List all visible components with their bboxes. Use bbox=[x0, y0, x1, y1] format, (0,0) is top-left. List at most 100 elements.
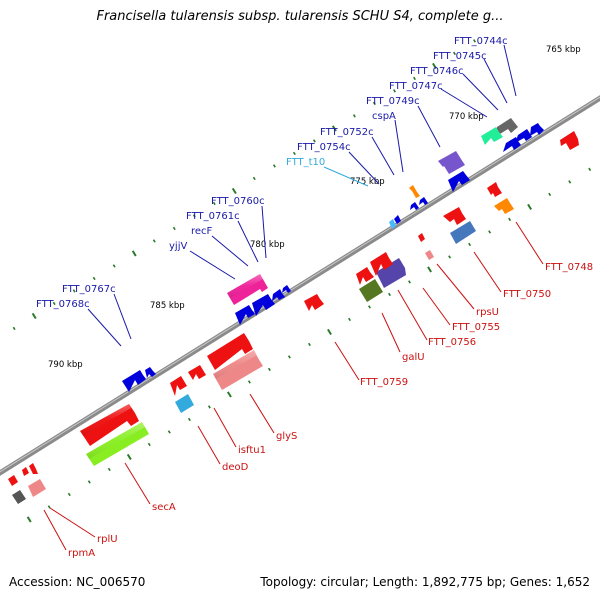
feature-ftt0748[interactable] bbox=[494, 198, 514, 214]
label-ftt0761c[interactable]: FTT_0761c bbox=[186, 211, 240, 222]
label-ftt0756[interactable]: FTT_0756 bbox=[428, 337, 476, 348]
feature-ftt0749c[interactable] bbox=[481, 127, 503, 145]
tick-mark bbox=[152, 239, 156, 243]
tick-mark bbox=[247, 380, 251, 384]
feature-ftt0752c-b[interactable] bbox=[448, 171, 470, 192]
feature-cspa-a[interactable] bbox=[410, 202, 419, 210]
label-ftt0744c[interactable]: FTT_0744c bbox=[454, 36, 508, 47]
tick-mark bbox=[488, 230, 492, 234]
label-galu[interactable]: galU bbox=[402, 352, 425, 363]
label-ftt0748[interactable]: FTT_0748 bbox=[545, 262, 593, 273]
feature-yjjv-b[interactable] bbox=[235, 305, 255, 325]
tick-mark bbox=[388, 292, 391, 297]
feature-rplu[interactable] bbox=[28, 479, 46, 497]
label-recf[interactable]: recF bbox=[191, 226, 213, 237]
tick-mark bbox=[308, 342, 311, 347]
feature-rplu-a[interactable] bbox=[29, 463, 38, 474]
leader-rpsu bbox=[436, 263, 475, 310]
leader-rpma bbox=[43, 509, 67, 551]
tick-mark bbox=[352, 114, 356, 118]
tick-mark bbox=[192, 214, 196, 218]
tick-mark bbox=[588, 167, 592, 172]
tick-mark bbox=[413, 76, 416, 81]
label-ftt0752c[interactable]: FTT_0752c bbox=[320, 127, 374, 138]
feature-ftt0744c[interactable] bbox=[530, 123, 544, 136]
tick-mark bbox=[331, 125, 337, 132]
feature-glys[interactable] bbox=[213, 350, 263, 390]
feature-rpsu-a[interactable] bbox=[418, 233, 425, 242]
feature-isftu1-b[interactable] bbox=[170, 376, 187, 396]
feature-ftt0755[interactable] bbox=[376, 258, 406, 288]
feature-rpsu[interactable] bbox=[425, 250, 434, 260]
tick-mark bbox=[427, 266, 432, 273]
feature-ftt0747c[interactable] bbox=[495, 118, 518, 137]
feature-ftt0767c[interactable] bbox=[145, 367, 156, 378]
feature-cspa-b[interactable] bbox=[419, 197, 428, 205]
feature-ftt0754c[interactable] bbox=[409, 185, 420, 198]
feature-unlabeled-minus-b[interactable] bbox=[487, 182, 502, 197]
genome-summary: Topology: circular; Length: 1,892,775 bp… bbox=[260, 575, 590, 589]
label-isftu1[interactable]: isftu1 bbox=[238, 445, 266, 456]
label-ftt0754c[interactable]: FTT_0754c bbox=[297, 142, 351, 153]
label-ftt0745c[interactable]: FTT_0745c bbox=[433, 51, 487, 62]
label-ftt0755[interactable]: FTT_0755 bbox=[452, 322, 500, 333]
map-title: Francisella tularensis subsp. tularensis… bbox=[96, 9, 504, 24]
leader-ftt0768c bbox=[87, 308, 122, 347]
label-ftt0749c[interactable]: FTT_0749c bbox=[366, 96, 420, 107]
label-ftt0746c[interactable]: FTT_0746c bbox=[410, 66, 464, 77]
feature-deod[interactable] bbox=[80, 404, 139, 446]
label-ftt-t10[interactable]: FTT_t10 bbox=[286, 157, 325, 168]
tick-mark bbox=[26, 516, 32, 523]
tick-mark bbox=[348, 317, 351, 322]
feature-ftt-t10[interactable] bbox=[389, 219, 396, 229]
label-seca[interactable]: secA bbox=[152, 502, 176, 513]
leader-ftt0746c bbox=[462, 73, 499, 111]
label-ftt0767c[interactable]: FTT_0767c bbox=[62, 284, 116, 295]
feature-ftt0750-a[interactable] bbox=[443, 207, 466, 225]
label-ftt0747c[interactable]: FTT_0747c bbox=[389, 81, 443, 92]
feature-glys-a[interactable] bbox=[207, 333, 253, 370]
feature-ftt0756[interactable] bbox=[359, 279, 383, 302]
leader-rplu bbox=[49, 507, 96, 538]
tick-mark bbox=[131, 250, 137, 257]
label-ftt0759[interactable]: FTT_0759 bbox=[360, 377, 408, 388]
feature-ftt-t10-a[interactable] bbox=[394, 215, 401, 224]
feature-galu-b[interactable] bbox=[356, 267, 374, 285]
feature-recf[interactable] bbox=[252, 294, 275, 316]
label-rpsu[interactable]: rpsU bbox=[476, 307, 499, 318]
feature-galu[interactable] bbox=[370, 252, 393, 276]
label-rplu[interactable]: rplU bbox=[97, 534, 118, 545]
tick-mark bbox=[327, 328, 332, 336]
tick-mark bbox=[87, 480, 91, 484]
tick-mark bbox=[167, 430, 171, 434]
backbone-highlight bbox=[0, 96, 600, 473]
leader-deod bbox=[197, 425, 221, 465]
label-yjjv[interactable]: yjjV bbox=[169, 241, 187, 252]
feature-unlabeled-minus-a[interactable] bbox=[560, 131, 579, 150]
feature-rpma-a[interactable] bbox=[8, 475, 18, 486]
feature-ftt0759[interactable] bbox=[304, 294, 324, 311]
feature-ftt0750[interactable] bbox=[450, 221, 476, 244]
feature-ftt0760c[interactable] bbox=[282, 285, 291, 293]
feature-isftu1[interactable] bbox=[175, 394, 194, 413]
label-rpma[interactable]: rpmA bbox=[68, 548, 95, 559]
feature-ftt0761c[interactable] bbox=[272, 289, 285, 301]
kbp-label-780: 780 kbp bbox=[250, 240, 285, 250]
label-ftt0768c[interactable]: FTT_0768c bbox=[36, 299, 90, 310]
feature-ftt0746c[interactable] bbox=[503, 137, 521, 152]
leader-yjjv bbox=[189, 250, 236, 280]
label-deod[interactable]: deoD bbox=[222, 462, 249, 473]
feature-ftt0745c[interactable] bbox=[515, 129, 532, 143]
label-ftt0750[interactable]: FTT_0750 bbox=[503, 289, 551, 300]
feature-rpma[interactable] bbox=[12, 490, 26, 504]
feature-ftt0752c[interactable] bbox=[438, 151, 465, 174]
label-glys[interactable]: glyS bbox=[276, 431, 297, 442]
label-cspa[interactable]: cspA bbox=[372, 111, 396, 122]
minus-strand-features bbox=[8, 131, 579, 504]
tick-mark bbox=[212, 201, 216, 206]
tick-mark bbox=[12, 326, 16, 331]
feature-rplu-b[interactable] bbox=[22, 467, 29, 476]
label-ftt0760c[interactable]: FTT_0760c bbox=[211, 196, 265, 207]
feature-ftt0768c[interactable] bbox=[122, 370, 146, 392]
feature-isftu1-a[interactable] bbox=[188, 365, 206, 380]
